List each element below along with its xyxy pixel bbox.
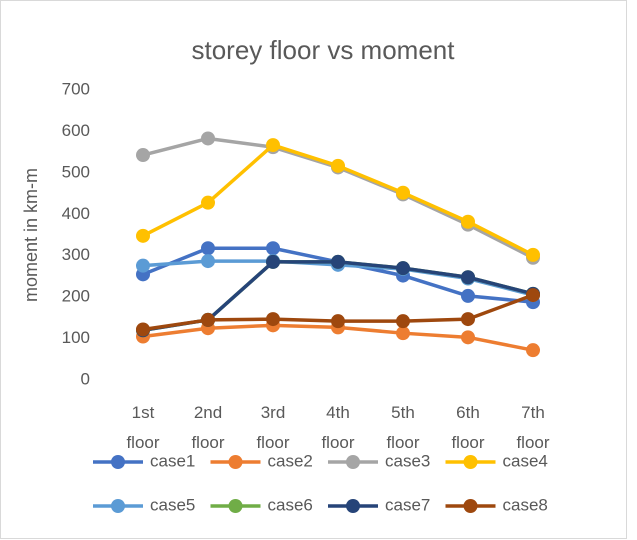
data-point xyxy=(461,214,475,229)
data-point xyxy=(461,330,475,345)
data-point xyxy=(136,322,150,337)
data-point xyxy=(136,258,150,273)
y-tick-label: 0 xyxy=(81,369,90,388)
data-point xyxy=(266,241,280,256)
x-tick-label: 6th floor xyxy=(451,403,485,452)
x-tick-label: 7th floor xyxy=(516,403,550,452)
legend-marker xyxy=(463,455,478,469)
data-point xyxy=(396,314,410,329)
y-tick-label: 300 xyxy=(62,245,90,264)
data-point xyxy=(331,254,345,269)
chart-title: storey floor vs moment xyxy=(192,35,456,65)
y-tick-label: 200 xyxy=(62,287,90,306)
data-point xyxy=(396,185,410,200)
data-point xyxy=(201,241,215,256)
data-point xyxy=(201,195,215,210)
legend-marker xyxy=(228,455,243,469)
legend-marker xyxy=(463,499,478,513)
legend-marker xyxy=(346,455,360,469)
data-point xyxy=(266,254,280,269)
data-point xyxy=(136,228,150,243)
data-point xyxy=(396,261,410,276)
x-tick-label: 5th floor xyxy=(386,403,420,452)
data-point xyxy=(526,343,540,358)
data-point xyxy=(461,288,475,303)
data-point xyxy=(396,326,410,341)
data-point xyxy=(201,131,215,146)
legend-label: case8 xyxy=(503,495,548,514)
legend-label: case3 xyxy=(385,451,430,470)
y-tick-label: 100 xyxy=(62,328,90,347)
legend-label: case6 xyxy=(268,495,313,514)
y-axis-label: moment in km-m xyxy=(21,168,41,302)
data-point xyxy=(526,247,540,262)
legend-marker xyxy=(111,499,125,513)
data-point xyxy=(461,312,475,327)
x-tick-label: 2nd floor xyxy=(191,403,225,452)
legend-marker xyxy=(111,455,125,469)
data-point xyxy=(136,148,150,163)
y-tick-label: 500 xyxy=(62,162,90,181)
data-point xyxy=(526,288,540,303)
legend-label: case1 xyxy=(150,451,195,470)
y-tick-label: 700 xyxy=(62,79,90,98)
legend-label: case7 xyxy=(385,495,430,514)
x-tick-label: 3rd floor xyxy=(256,403,290,452)
data-point xyxy=(331,314,345,329)
data-point xyxy=(266,312,280,327)
data-point xyxy=(201,312,215,327)
legend-label: case5 xyxy=(150,495,195,514)
y-tick-label: 600 xyxy=(62,121,90,140)
x-tick-label: 4th floor xyxy=(321,403,355,452)
legend-label: case4 xyxy=(503,451,548,470)
data-point xyxy=(266,138,280,153)
data-point xyxy=(331,158,345,173)
legend-marker xyxy=(346,499,360,513)
data-point xyxy=(201,254,215,269)
legend-marker xyxy=(228,499,243,513)
y-tick-label: 400 xyxy=(62,204,90,223)
legend-label: case2 xyxy=(268,451,313,470)
x-tick-label: 1st floor xyxy=(126,403,160,452)
data-point xyxy=(461,270,475,285)
